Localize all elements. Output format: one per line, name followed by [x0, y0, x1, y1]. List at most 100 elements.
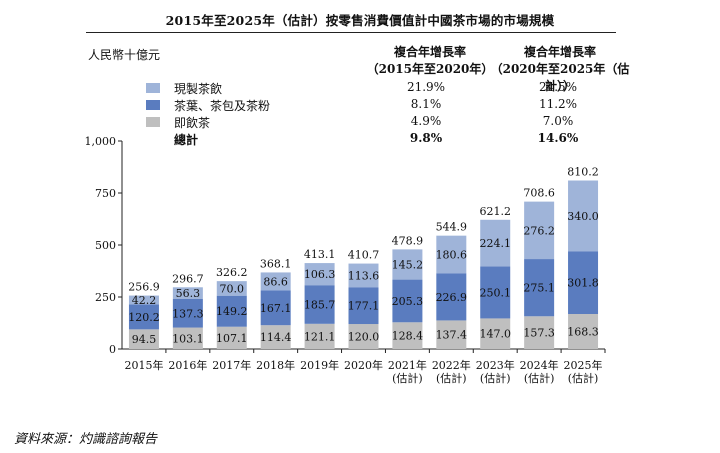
bar-segment	[216, 326, 247, 349]
chart-title: 2015年至2025年（估計）按零售消費價值計中國茶市場的市場規模	[165, 13, 555, 28]
bar-segment	[568, 313, 599, 349]
bar-value-label: 107.1	[216, 332, 248, 345]
legend-swatch	[146, 117, 160, 127]
x-tick-label: 2023年	[476, 358, 515, 372]
bar-segment	[348, 287, 379, 325]
legend-label: 總計	[174, 133, 199, 147]
bar-total-label: 810.2	[567, 165, 599, 178]
x-tick-label: (估計)	[392, 371, 423, 385]
bar-value-label: 180.6	[436, 248, 468, 261]
legend-label: 即飲茶	[174, 116, 211, 130]
bar-value-label: 103.1	[172, 332, 204, 345]
bar-total-label: 326.2	[216, 266, 248, 279]
x-tick-label: (估計)	[436, 371, 467, 385]
bar-segment	[172, 287, 203, 299]
bar-segment	[348, 263, 379, 288]
legend-cagr1: 4.9%	[410, 114, 442, 128]
x-tick-label: 2022年	[432, 358, 471, 372]
bar-total-label: 478.9	[392, 234, 424, 247]
bar-segment	[260, 290, 291, 326]
bar-value-label: 157.3	[523, 327, 555, 340]
bar-segment	[128, 329, 159, 349]
unit-label: 人民幣十億元	[88, 48, 161, 62]
bar-segment	[524, 316, 555, 349]
bar-segment	[392, 322, 423, 349]
bar-segment	[216, 295, 247, 327]
bar-value-label: 42.2	[132, 294, 157, 307]
x-tick-label: 2020年	[344, 358, 383, 372]
bar-value-label: 121.1	[304, 330, 336, 343]
y-tick-label: 750	[95, 187, 116, 200]
cagr-2020-2025-header: 複合年增長率 （2020年至2025年（估計））	[480, 44, 640, 95]
bar-value-label: 276.2	[523, 224, 555, 237]
bar-segment	[568, 251, 599, 314]
bar-value-label: 168.3	[567, 325, 599, 338]
title-rule	[86, 32, 616, 33]
bar-segment	[172, 298, 203, 328]
bar-segment	[172, 327, 203, 349]
bar-value-label: 56.3	[176, 287, 201, 300]
bar-value-label: 149.2	[216, 305, 248, 318]
bar-value-label: 145.2	[392, 258, 424, 271]
bar-value-label: 250.1	[479, 286, 511, 299]
x-tick-label: (估計)	[524, 371, 555, 385]
legend-label: 現製茶飲	[174, 82, 223, 96]
y-tick-label: 500	[95, 239, 116, 252]
bar-segment	[348, 324, 379, 349]
legend-cagr2: 24.5%	[538, 80, 578, 94]
legend-cagr1: 8.1%	[410, 97, 442, 111]
bar-segment	[524, 259, 555, 317]
bar-value-label: 137.4	[436, 329, 468, 342]
legend-swatch	[146, 83, 160, 93]
bar-total-label: 708.6	[523, 187, 555, 200]
legend-cagr2: 14.6%	[537, 131, 579, 145]
bar-total-label: 256.9	[128, 281, 160, 294]
cagr-2015-2020-header: 複合年增長率 （2015年至2020年）	[360, 44, 500, 78]
bar-segment	[392, 279, 423, 323]
bar-value-label: 167.1	[260, 302, 292, 315]
bar-segment	[480, 219, 511, 267]
bar-value-label: 94.5	[132, 333, 157, 346]
cagr-header-line: 複合年增長率	[523, 45, 596, 59]
legend-row-freshly-made-tea: 現製茶飲 21.9% 24.5%	[140, 80, 610, 96]
bar-segment	[260, 272, 291, 291]
cagr-header-line: 複合年增長率	[393, 45, 466, 59]
bar-segment	[436, 273, 467, 321]
x-tick-label: (估計)	[568, 371, 599, 385]
bar-segment	[128, 304, 159, 330]
bar-segment	[128, 295, 159, 305]
x-tick-label: 2017年	[212, 358, 251, 372]
legend-cagr2: 7.0%	[542, 114, 574, 128]
bar-segment	[304, 323, 335, 349]
bar-value-label: 128.4	[392, 330, 424, 343]
bar-segment	[480, 318, 511, 349]
bar-value-label: 86.6	[263, 275, 288, 288]
bar-segment	[260, 325, 291, 349]
cagr-header-period: （2015年至2020年）	[366, 62, 494, 76]
bar-segment	[568, 180, 599, 252]
cagr-header-period: （2020年至2025年（估計））	[490, 62, 630, 93]
legend-row-tea-leaves: 茶葉、茶包及茶粉 8.1% 11.2%	[140, 97, 610, 113]
legend-cagr1: 21.9%	[406, 80, 446, 94]
x-tick-label: (估計)	[480, 371, 511, 385]
legend-row-rtd-tea: 即飲茶 4.9% 7.0%	[140, 114, 610, 130]
bar-value-label: 120.2	[128, 311, 160, 324]
x-tick-label: 2018年	[256, 358, 295, 372]
bar-segment	[480, 266, 511, 319]
bar-value-label: 137.3	[172, 307, 204, 320]
x-tick-label: 2024年	[520, 358, 559, 372]
bar-segment	[436, 320, 467, 349]
y-tick-label: 250	[95, 291, 116, 304]
bar-total-label: 368.1	[260, 257, 292, 270]
bar-total-label: 296.7	[172, 272, 204, 285]
bar-total-label: 544.9	[436, 221, 468, 234]
bar-total-label: 410.7	[348, 249, 380, 262]
bar-total-label: 413.1	[304, 248, 336, 261]
bar-segment	[304, 285, 335, 324]
bar-segment	[304, 263, 335, 286]
bar-value-label: 114.4	[260, 331, 292, 344]
bar-value-label: 106.3	[304, 268, 336, 281]
bar-value-label: 301.8	[567, 277, 599, 290]
bar-value-label: 275.1	[523, 282, 555, 295]
